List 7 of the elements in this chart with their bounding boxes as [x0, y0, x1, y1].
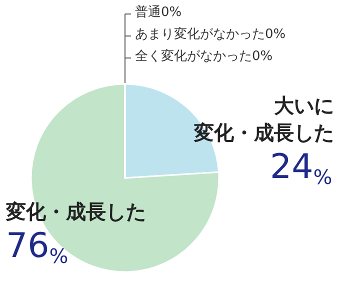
slice-label: 変化・成長した — [5, 200, 146, 224]
data-label: 76% — [6, 226, 68, 268]
slice-label: 大いに変化・成長した — [193, 94, 334, 144]
legend-label: 普通0% — [135, 4, 182, 20]
legend-label: あまり変化がなかった0% — [135, 26, 286, 42]
legend-label: 全く変化がなかった0% — [135, 48, 273, 64]
data-label: 24% — [270, 147, 332, 189]
